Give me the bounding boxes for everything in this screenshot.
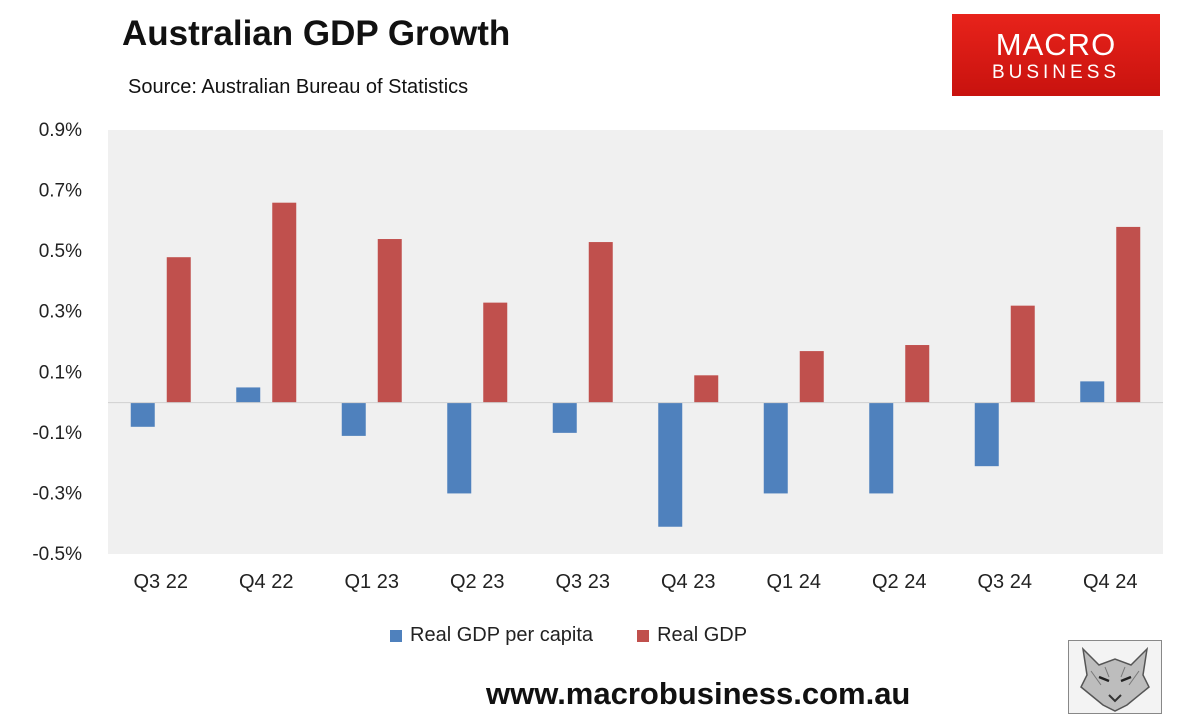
- x-tick-label: Q1 24: [767, 571, 821, 593]
- bar-real-gdp-per-capita: [130, 402, 155, 427]
- bar-real-gdp: [799, 351, 824, 403]
- bar-real-gdp: [166, 257, 191, 403]
- bar-real-gdp: [272, 202, 297, 403]
- bar-real-gdp: [377, 239, 402, 403]
- bar-real-gdp: [905, 345, 930, 403]
- logo-line-2: BUSINESS: [991, 62, 1121, 83]
- macrobusiness-logo: MACRO BUSINESS: [952, 14, 1160, 96]
- legend-swatch-real-gdp: [637, 629, 650, 642]
- x-tick-label: Q3 22: [134, 571, 188, 593]
- logo-line-1: MACRO: [995, 27, 1117, 62]
- bar-real-gdp-per-capita: [1080, 381, 1105, 403]
- chart-subtitle: Source: Australian Bureau of Statistics: [128, 76, 469, 98]
- x-tick-label: Q2 23: [450, 571, 504, 593]
- bar-real-gdp: [1010, 305, 1035, 403]
- x-tick-label: Q3 23: [556, 571, 610, 593]
- y-tick-label: 0.7%: [39, 181, 82, 202]
- chart-title: Australian GDP Growth: [122, 14, 511, 53]
- bar-real-gdp-per-capita: [974, 402, 999, 467]
- bar-real-gdp-per-capita: [658, 402, 683, 527]
- x-axis-ticks: Q3 22 Q4 22 Q1 23 Q2 23 Q3 23 Q4 23 Q1 24 Q2 24…: [134, 571, 1138, 593]
- x-tick-label: Q4 24: [1083, 571, 1137, 593]
- y-tick-label: 0.3%: [39, 302, 82, 323]
- bar-real-gdp: [694, 375, 719, 403]
- bar-real-gdp: [483, 302, 508, 403]
- legend-item-real-gdp: Real GDP: [637, 624, 747, 647]
- website-url: www.macrobusiness.com.au: [486, 676, 911, 711]
- x-tick-label: Q2 24: [872, 571, 926, 593]
- y-tick-label: 0.9%: [39, 120, 82, 141]
- legend: Real GDP per capita Real GDP: [390, 624, 747, 647]
- bar-real-gdp-per-capita: [236, 387, 261, 403]
- bar-real-gdp-per-capita: [552, 402, 577, 433]
- legend-label-per-capita: Real GDP per capita: [410, 624, 594, 646]
- y-tick-label: 0.1%: [39, 362, 82, 383]
- legend-item-per-capita: Real GDP per capita: [390, 624, 593, 647]
- y-axis-ticks: 0.9% 0.7% 0.5% 0.3% 0.1% -0.1% -0.3% -0.5%: [32, 120, 82, 565]
- bar-real-gdp: [1116, 226, 1141, 403]
- y-tick-label: -0.3%: [32, 483, 82, 504]
- x-tick-label: Q4 22: [239, 571, 293, 593]
- bar-real-gdp-per-capita: [341, 402, 366, 436]
- bar-real-gdp-per-capita: [869, 402, 894, 494]
- y-tick-label: 0.5%: [39, 241, 82, 262]
- x-tick-label: Q1 23: [345, 571, 399, 593]
- bar-real-gdp-per-capita: [763, 402, 788, 494]
- x-tick-label: Q4 23: [661, 571, 715, 593]
- bar-real-gdp: [588, 242, 613, 403]
- plot-area: [108, 130, 1163, 554]
- wolf-head-icon: [1068, 640, 1162, 714]
- x-tick-label: Q3 24: [978, 571, 1032, 593]
- y-tick-label: -0.5%: [32, 544, 82, 565]
- legend-swatch-per-capita: [390, 629, 402, 642]
- bars: [130, 202, 1141, 527]
- y-tick-label: -0.1%: [32, 423, 82, 444]
- legend-label-real-gdp: Real GDP: [657, 624, 748, 646]
- bar-real-gdp-per-capita: [447, 402, 472, 494]
